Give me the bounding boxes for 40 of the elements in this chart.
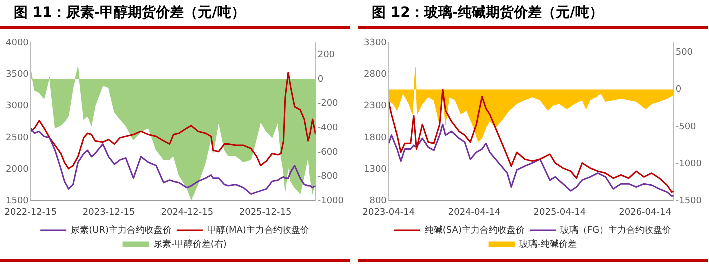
legend-label: 玻璃（FG）主力合约收盘价 [560,224,672,236]
chart-title: 图 11：尿素-甲醇期货价差（元/吨） [0,0,350,29]
y2-tick-label: -1000 [318,196,344,207]
y2-tick-label: 200 [318,50,336,61]
x-tick-label: 2022-12-15 [4,208,58,218]
y-tick-label: 2500 [6,133,30,144]
x-tick-label: 2024-12-15 [161,208,214,218]
y-tick-label: 2800 [364,70,388,80]
y-tick-label: 2300 [364,102,388,112]
x-tick-label: 2026-04-14 [619,208,672,218]
y2-tick-label: -1000 [676,159,702,170]
x-tick-label: 2023-12-15 [82,208,136,218]
y-tick-label: 4000 [6,38,30,48]
y-tick-label: 1800 [364,133,388,144]
y2-tick-label: 0 [676,85,682,96]
y-tick-label: 1500 [6,196,30,207]
y2-tick-label: -400 [318,124,339,134]
legend-label: 甲醇(MA)主力合约收盘价 [207,224,310,236]
y2-tick-label: -1500 [676,196,702,207]
y-tick-label: 3000 [6,102,30,112]
x-tick-label: 2023-04-14 [362,208,416,218]
legend-label: 玻璃-纯碱价差 [520,238,577,250]
y2-tick-label: 0 [318,74,324,85]
legend-label: 尿素(UR)主力合约收盘价 [71,224,172,236]
y-tick-label: 3500 [6,70,30,80]
x-tick-label: 2025-12-15 [239,208,292,218]
x-tick-label: 2025-04-14 [534,208,586,218]
y-tick-label: 800 [370,196,388,207]
y2-tick-label: -600 [318,148,339,158]
legend-label: 纯碱(SA)主力合约收盘价 [424,224,525,236]
y2-tick-label: -800 [318,172,339,182]
legend-label: 尿素-甲醇价差(右) [154,238,227,250]
x-tick-label: 2024-04-14 [448,208,501,218]
y2-tick-label: -200 [318,99,339,110]
y-tick-label: 3300 [364,38,388,48]
y2-tick-label: 500 [676,48,694,58]
y2-tick-label: -500 [676,122,697,132]
y-tick-label: 1300 [364,164,388,175]
y-tick-label: 2000 [6,164,30,175]
chart-title: 图 12：玻璃-纯碱期货价差（元/吨） [358,0,708,29]
